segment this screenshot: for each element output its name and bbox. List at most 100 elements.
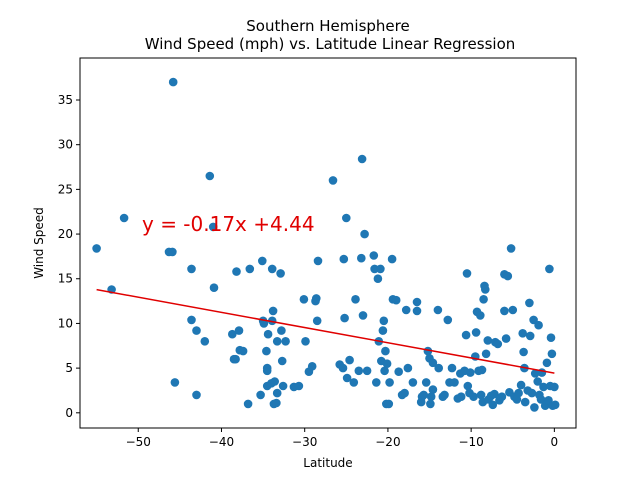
x-tick-label: −50 <box>126 435 151 449</box>
data-point <box>119 213 129 223</box>
data-point <box>525 298 534 308</box>
data-point <box>479 295 488 304</box>
data-point <box>381 346 390 356</box>
data-point <box>301 337 310 346</box>
data-point <box>450 378 459 387</box>
data-point <box>262 346 271 356</box>
data-point <box>170 378 180 387</box>
y-axis-label: Wind Speed <box>32 207 46 279</box>
data-point <box>277 326 286 335</box>
data-point <box>209 283 219 293</box>
data-point <box>462 269 472 278</box>
data-point <box>519 347 528 357</box>
data-point <box>339 254 349 264</box>
data-point <box>476 390 486 400</box>
data-point <box>401 305 411 315</box>
data-point <box>400 388 409 398</box>
data-point <box>345 355 354 365</box>
data-point <box>256 390 265 400</box>
x-tick-label: −40 <box>209 435 234 449</box>
data-point <box>272 388 282 398</box>
data-point <box>518 329 527 338</box>
data-point <box>267 264 277 274</box>
data-point <box>376 264 385 274</box>
x-tick-label: 0 <box>551 435 559 449</box>
data-point <box>208 222 218 232</box>
chart-title: Southern Hemisphere <box>246 17 409 35</box>
data-point <box>421 378 431 387</box>
data-point <box>542 358 552 368</box>
data-point <box>92 244 101 253</box>
data-point <box>278 381 288 391</box>
data-point <box>433 305 443 315</box>
data-point <box>281 337 290 346</box>
data-point <box>550 382 559 392</box>
data-point <box>372 378 381 387</box>
data-point <box>503 271 513 281</box>
data-point <box>245 264 255 274</box>
data-point <box>471 328 481 337</box>
x-axis: −50 −40 −30 −20 −10 0 <box>126 428 559 449</box>
data-point <box>277 356 287 366</box>
data-point <box>493 339 503 349</box>
data-point <box>476 311 485 320</box>
data-point <box>387 254 397 264</box>
data-point <box>200 337 210 346</box>
plot-area: y = -0.17x +4.44 <box>92 77 560 412</box>
data-point <box>481 349 491 359</box>
data-point <box>391 295 401 305</box>
data-point <box>533 377 542 386</box>
data-point <box>447 363 457 373</box>
data-point <box>384 399 394 409</box>
data-point <box>419 390 429 400</box>
y-tick-label: 30 <box>58 138 73 152</box>
data-point <box>272 398 281 408</box>
data-point <box>276 269 285 278</box>
data-point <box>530 369 540 378</box>
x-tick-label: −20 <box>375 435 400 449</box>
data-point <box>547 349 557 359</box>
data-point <box>536 395 546 404</box>
x-tick-label: −10 <box>458 435 483 449</box>
data-point <box>527 388 537 398</box>
data-point <box>434 363 444 373</box>
data-point <box>428 385 438 394</box>
data-point <box>351 295 360 304</box>
data-point <box>267 316 277 326</box>
data-point <box>488 400 498 410</box>
data-point <box>168 77 178 87</box>
data-point <box>380 366 389 376</box>
data-point <box>469 392 478 402</box>
data-point <box>168 247 177 257</box>
data-point <box>530 403 539 412</box>
regression-equation: y = -0.17x +4.44 <box>142 212 315 236</box>
y-tick-label: 0 <box>65 406 73 420</box>
data-point <box>228 329 237 339</box>
data-point <box>307 362 317 371</box>
data-point <box>378 326 388 335</box>
y-tick-label: 35 <box>58 93 73 107</box>
data-point <box>426 392 436 402</box>
data-point <box>340 313 349 323</box>
data-point <box>408 378 418 387</box>
data-point <box>508 305 518 315</box>
data-point <box>192 390 201 400</box>
data-point <box>394 367 404 377</box>
data-point <box>426 399 435 409</box>
data-point <box>205 171 215 181</box>
data-point <box>272 337 282 346</box>
data-point <box>349 378 359 387</box>
data-point <box>382 359 392 369</box>
data-point <box>270 377 280 386</box>
data-point <box>232 267 241 276</box>
data-point <box>403 363 413 373</box>
plot-frame <box>79 57 577 429</box>
data-point <box>243 399 253 409</box>
data-point <box>312 316 322 326</box>
data-point <box>357 253 366 263</box>
data-point <box>234 326 244 335</box>
data-point <box>497 392 507 402</box>
data-point <box>520 397 530 407</box>
data-point <box>187 264 196 274</box>
